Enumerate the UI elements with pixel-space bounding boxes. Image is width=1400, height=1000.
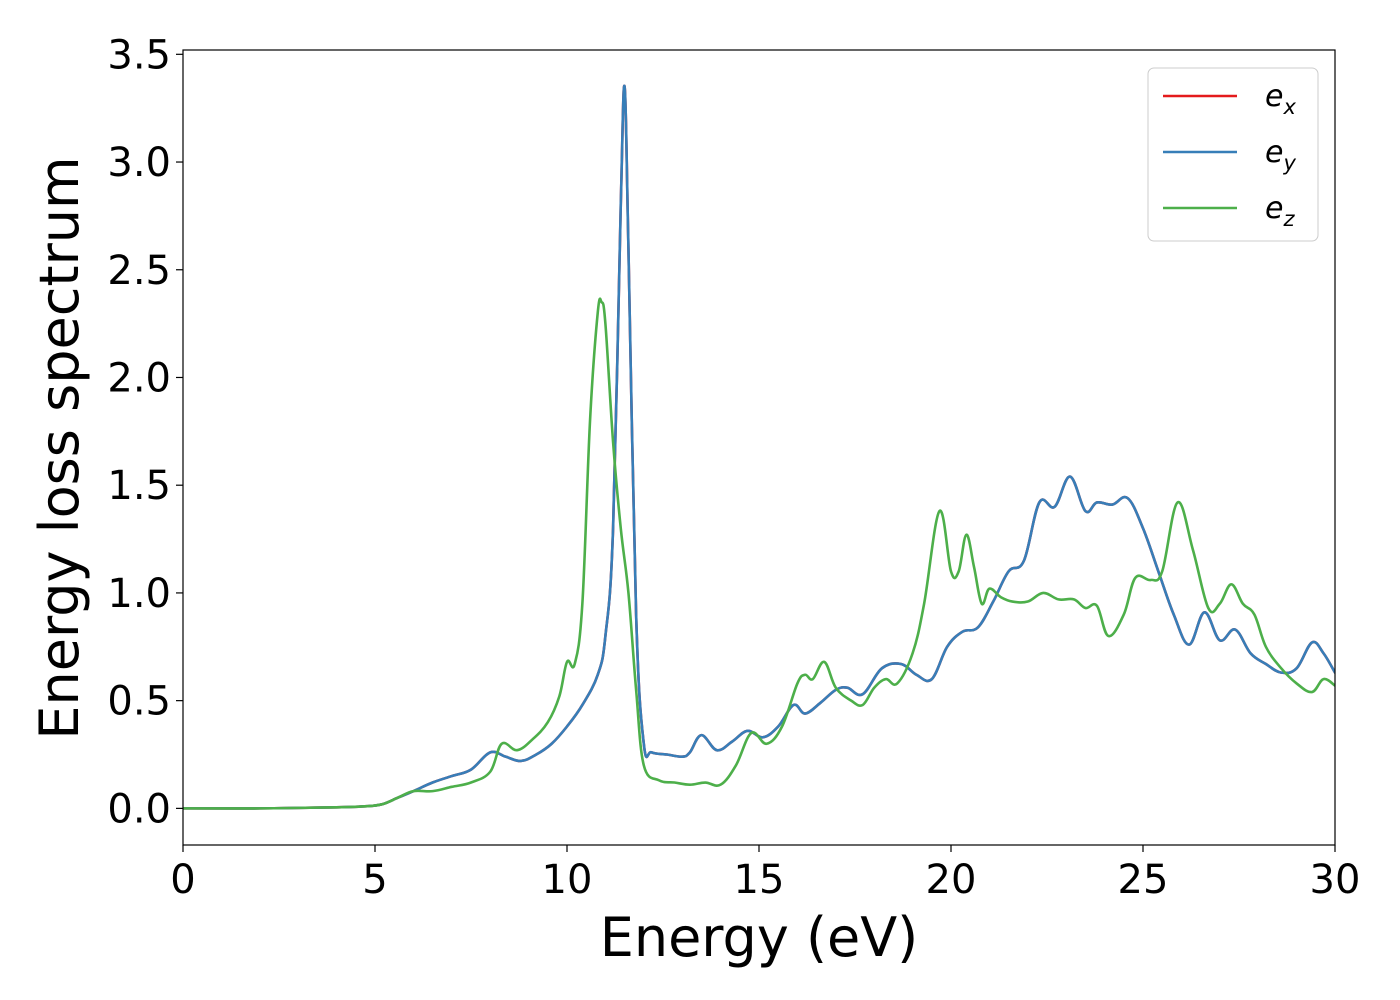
x-tick-label: 30 xyxy=(1310,857,1361,903)
legend-label-y: ey xyxy=(1265,135,1296,175)
plot-area xyxy=(183,50,1335,845)
x-tick-label: 20 xyxy=(926,857,977,903)
x-tick-label: 15 xyxy=(734,857,785,903)
x-tick-label: 5 xyxy=(362,857,387,903)
y-axis: 0.0 0.5 1.0 1.5 2.0 2.5 3.0 3.5 xyxy=(107,32,183,832)
y-tick-label: 1.0 xyxy=(107,571,171,617)
x-axis: 0 5 10 15 20 25 30 xyxy=(170,845,1360,903)
legend: ex ey ez xyxy=(1147,67,1319,242)
y-tick-label: 1.5 xyxy=(107,463,171,509)
series-line-y xyxy=(183,84,1335,810)
legend-box xyxy=(1147,67,1319,242)
y-tick-label: 2.5 xyxy=(107,248,171,294)
x-tick-label: 25 xyxy=(1118,857,1169,903)
y-axis-title: Energy loss spectrum xyxy=(28,156,91,739)
x-tick-label: 10 xyxy=(542,857,593,903)
series-line-z xyxy=(183,297,1335,810)
legend-label-z: ez xyxy=(1265,191,1295,231)
y-tick-label: 3.0 xyxy=(107,140,171,186)
y-tick-label: 0.5 xyxy=(107,679,171,725)
series-layer xyxy=(183,84,1335,810)
y-tick-label: 2.0 xyxy=(107,355,171,401)
x-tick-label: 0 xyxy=(170,857,195,903)
legend-label-x: ex xyxy=(1265,79,1296,119)
x-axis-title: Energy (eV) xyxy=(600,906,919,969)
y-tick-label: 0.0 xyxy=(107,786,171,832)
y-tick-label: 3.5 xyxy=(107,32,171,78)
